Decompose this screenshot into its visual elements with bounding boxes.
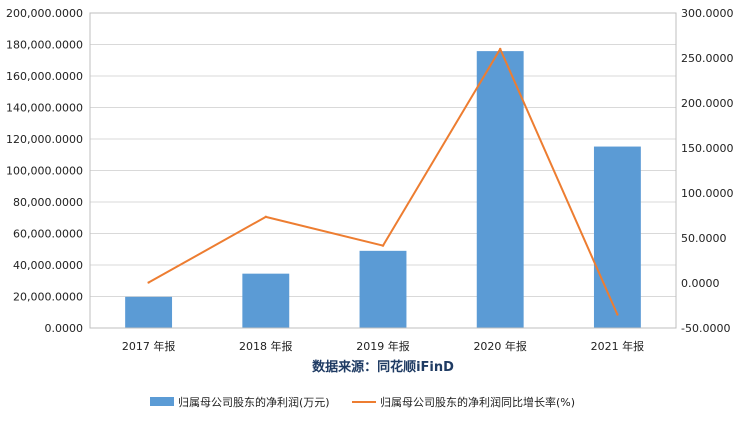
growth-point-4 bbox=[616, 313, 619, 316]
y-right-tick-label: 50.0000 bbox=[681, 232, 727, 245]
growth-point-0 bbox=[147, 281, 150, 284]
y-left-tick-label: 200,000.0000 bbox=[6, 7, 83, 20]
plot-frame bbox=[89, 12, 677, 329]
y-left-tick-label: 140,000.0000 bbox=[6, 102, 83, 115]
x-category-label: 2020 年报 bbox=[473, 339, 527, 353]
growth-point-2 bbox=[381, 244, 385, 247]
x-category-label: 2018 年报 bbox=[239, 339, 293, 353]
axis-layer: 0.0000 20,000.0000 40,000.0000 60,000.0000 8… bbox=[6, 7, 733, 353]
y-left-tick-label: 20,000.0000 bbox=[13, 291, 83, 304]
bar-1 bbox=[242, 273, 290, 328]
y-left-tick-label: 60,000.0000 bbox=[13, 228, 83, 241]
bar-3 bbox=[476, 51, 524, 329]
y-right-tick-label: 300.0000 bbox=[681, 7, 734, 20]
y-right-tick-label: 100.0000 bbox=[681, 187, 734, 200]
y-right-tick-label: 250.0000 bbox=[681, 52, 734, 65]
x-category-label: 2019 年报 bbox=[356, 339, 410, 353]
y-right-tick-label: 0.0000 bbox=[681, 277, 720, 290]
growth-point-3 bbox=[499, 47, 502, 51]
bar-0 bbox=[125, 296, 173, 328]
x-category-label: 2017 年报 bbox=[122, 339, 176, 353]
bar-layer bbox=[125, 51, 641, 329]
x-category-label: 2021 年报 bbox=[591, 339, 645, 353]
legend-line-label: 归属母公司股东的净利润同比增长率(%) bbox=[380, 395, 575, 409]
legend-bar-swatch bbox=[150, 397, 174, 406]
legend-bar-label: 归属母公司股东的净利润(万元) bbox=[178, 395, 330, 409]
y-left-tick-label: 180,000.0000 bbox=[6, 39, 83, 52]
y-left-tick-label: 100,000.0000 bbox=[6, 165, 83, 178]
y-left-tick-label: 120,000.0000 bbox=[6, 133, 83, 146]
legend: 归属母公司股东的净利润(万元) 归属母公司股东的净利润同比增长率(%) bbox=[150, 395, 575, 409]
bar-4 bbox=[593, 146, 641, 328]
y-right-tick-label: 200.0000 bbox=[681, 97, 734, 110]
line-layer bbox=[147, 47, 619, 316]
y-right-tick-label: -50.0000 bbox=[681, 322, 730, 335]
y-left-tick-label: 80,000.0000 bbox=[13, 196, 83, 209]
source-note: 数据来源：同花顺iFinD bbox=[312, 359, 454, 375]
y-left-tick-label: 160,000.0000 bbox=[6, 70, 83, 83]
bar-2 bbox=[359, 250, 407, 328]
growth-point-1 bbox=[264, 215, 267, 219]
y-left-tick-label: 0.0000 bbox=[45, 322, 84, 335]
y-left-tick-label: 40,000.0000 bbox=[13, 259, 83, 272]
y-right-tick-label: 150.0000 bbox=[681, 142, 734, 155]
